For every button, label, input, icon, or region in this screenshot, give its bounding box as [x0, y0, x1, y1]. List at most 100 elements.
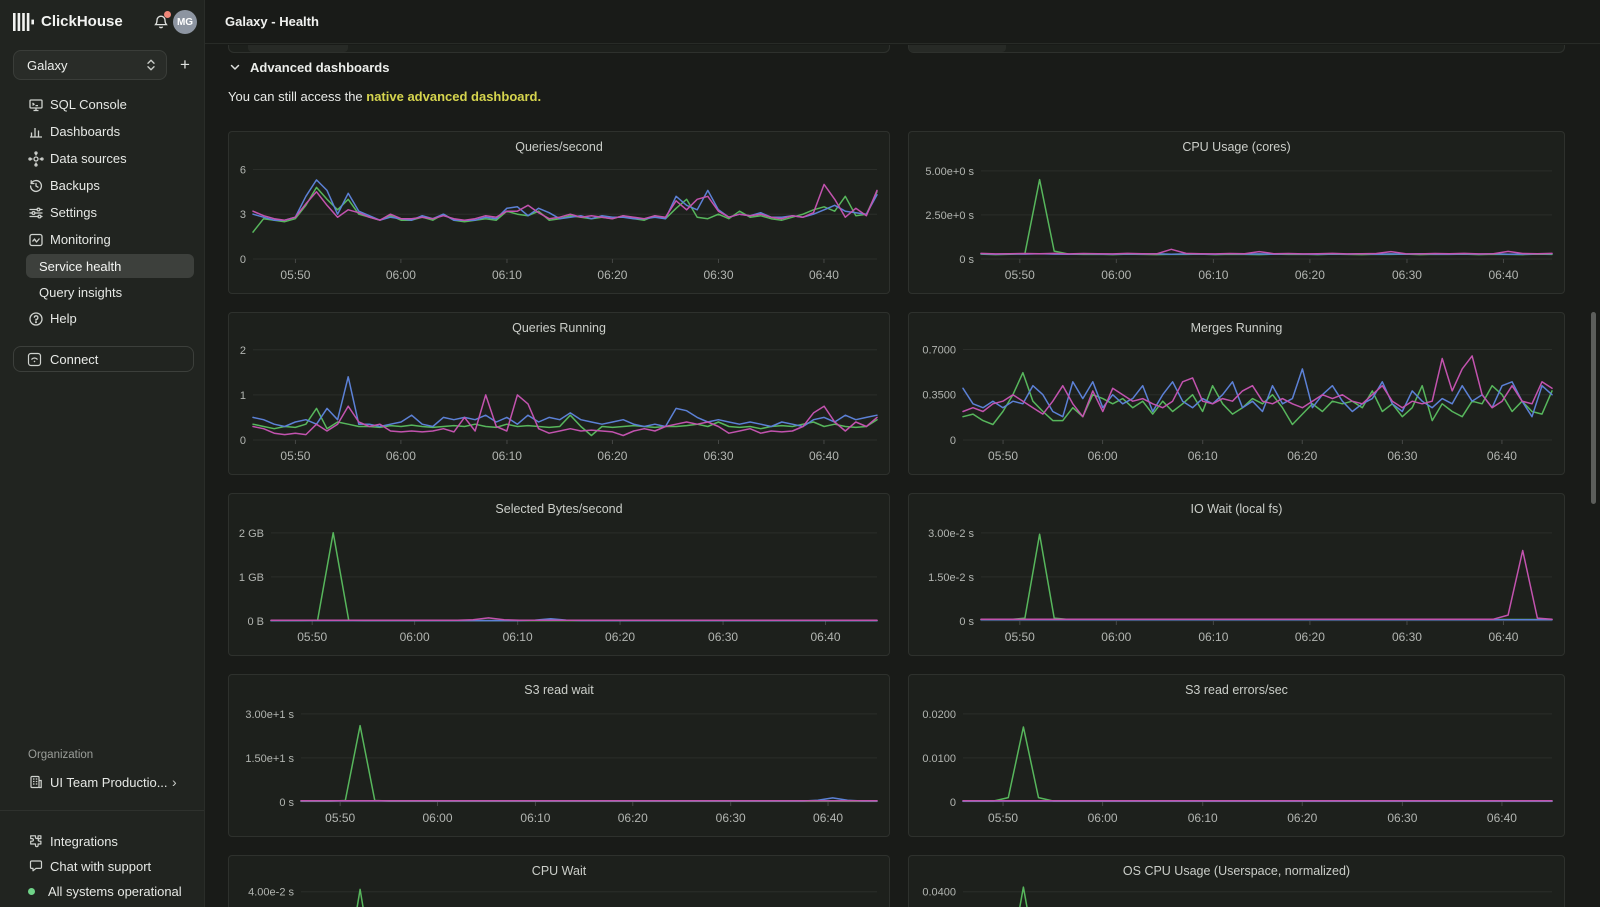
svg-text:06:20: 06:20 [1295, 268, 1325, 282]
svg-text:06:10: 06:10 [492, 449, 522, 463]
svg-text:2: 2 [240, 345, 246, 357]
organization-section-label: Organization [28, 749, 94, 761]
sidebar-item-label: Query insights [39, 284, 123, 300]
svg-text:1.50e-2 s: 1.50e-2 s [928, 572, 974, 584]
svg-text:05:50: 05:50 [988, 811, 1018, 825]
sidebar-item-query-insights[interactable]: Query insights [0, 279, 204, 305]
sql-console-icon [28, 97, 44, 113]
svg-text:3.00e-2 s: 3.00e-2 s [928, 528, 974, 540]
notifications-bell-icon[interactable] [152, 11, 171, 31]
chart-title: Selected Bytes/second [495, 502, 623, 516]
svg-text:0.7000: 0.7000 [922, 344, 956, 356]
system-status[interactable]: All systems operational [0, 879, 204, 903]
svg-text:06:20: 06:20 [1295, 630, 1325, 644]
cutoff-tab [909, 45, 1006, 52]
sidebar-item-help[interactable]: Help [0, 305, 204, 332]
sidebar-item-monitoring[interactable]: Monitoring [0, 226, 204, 253]
svg-text:0.0100: 0.0100 [922, 753, 956, 765]
svg-text:05:50: 05:50 [1005, 268, 1035, 282]
brand-name[interactable]: ClickHouse [41, 13, 123, 30]
sidebar-item-label: Data sources [50, 151, 127, 166]
svg-text:06:30: 06:30 [1387, 449, 1417, 463]
svg-text:06:10: 06:10 [503, 630, 533, 644]
chart-plot-area[interactable]: 0 s 2.50e+0 s 5.00e+0 s 05:50 06:00 06:10 06:2… [909, 132, 1564, 293]
svg-text:06:30: 06:30 [703, 449, 733, 463]
advanced-dashboards-toggle[interactable]: Advanced dashboards [228, 58, 389, 76]
svg-text:06:30: 06:30 [708, 630, 738, 644]
monitoring-icon [28, 232, 44, 248]
sidebar-item-label: Integrations [50, 833, 118, 849]
sidebar-item-sql-console[interactable]: SQL Console [0, 91, 204, 118]
sidebar-item-chat-support[interactable]: Chat with support [0, 854, 204, 878]
clickhouse-logo-icon[interactable] [13, 13, 37, 31]
svg-text:0 s: 0 s [279, 797, 294, 809]
chart-plot-area[interactable]: 0 s 1.50e-2 s 3.00e-2 s 05:50 06:00 06:10 06:2… [909, 494, 1564, 655]
svg-text:06:40: 06:40 [813, 811, 843, 825]
sidebar-item-dashboards[interactable]: Dashboards [0, 118, 204, 145]
connect-button[interactable]: Connect [13, 346, 194, 372]
sidebar-item-settings[interactable]: Settings [0, 199, 204, 226]
chart-plot-area[interactable]: 0 0.3500 0.7000 05:50 06:00 06:10 06:20 06:30 06… [909, 313, 1564, 474]
sidebar-item-integrations[interactable]: Integrations [0, 829, 204, 853]
svg-text:06:30: 06:30 [1392, 630, 1422, 644]
svg-text:06:20: 06:20 [597, 449, 627, 463]
cutoff-tab [248, 45, 348, 52]
chart-s3-read-wait: S3 read wait 0 s 1.50e+1 s 3.00e+1 s 05:50 0… [228, 674, 890, 837]
svg-text:3.00e+1 s: 3.00e+1 s [245, 709, 294, 721]
service-selector[interactable]: Galaxy [13, 50, 167, 80]
chart-title: S3 read errors/sec [1185, 683, 1288, 697]
svg-text:06:10: 06:10 [1188, 811, 1218, 825]
sidebar-item-service-health[interactable]: Service health [26, 254, 194, 278]
sidebar-item-data-sources[interactable]: Data sources [0, 145, 204, 172]
svg-text:06:00: 06:00 [386, 449, 416, 463]
svg-text:0: 0 [950, 435, 956, 447]
svg-text:2 GB: 2 GB [239, 528, 264, 540]
svg-text:06:30: 06:30 [716, 811, 746, 825]
chart-queries-running: Queries Running 0 1 2 05:50 06:00 06:10 06:20 0… [228, 312, 890, 475]
svg-text:05:50: 05:50 [280, 268, 310, 282]
chart-plot-area[interactable]: 0 B 1 GB 2 GB 05:50 06:00 06:10 06:20 06:30 06:4… [229, 494, 889, 655]
chat-icon [28, 858, 44, 874]
chevron-right-icon: › [172, 774, 177, 790]
svg-text:0.0400: 0.0400 [922, 887, 956, 899]
user-avatar[interactable]: MG [173, 10, 197, 34]
status-label: All systems operational [48, 883, 182, 899]
cutoff-card-remnant-left [228, 45, 890, 53]
organization-switcher[interactable]: UI Team Productio... › [0, 770, 204, 794]
integrations-icon [28, 833, 44, 849]
main-area: Galaxy - Health Advanced dashboards You … [205, 0, 1600, 907]
chart-title: Queries Running [512, 321, 606, 335]
svg-text:05:50: 05:50 [325, 811, 355, 825]
svg-text:06:00: 06:00 [1088, 449, 1118, 463]
notification-badge [164, 11, 171, 18]
data-sources-icon [28, 150, 44, 167]
svg-text:06:40: 06:40 [1487, 449, 1517, 463]
svg-text:06:00: 06:00 [386, 268, 416, 282]
add-service-button[interactable]: + [174, 54, 196, 76]
svg-text:0: 0 [950, 797, 956, 809]
advanced-dashboard-note: You can still access the native advanced… [228, 89, 541, 104]
scrollbar[interactable] [1591, 312, 1596, 504]
sidebar-nav: SQL Console Dashboards Data sources Back… [0, 91, 204, 332]
svg-text:06:10: 06:10 [492, 268, 522, 282]
chart-plot-area[interactable]: 0 1 2 05:50 06:00 06:10 06:20 06:30 06:40 [229, 313, 889, 474]
chart-plot-area[interactable]: 0 s 1.50e+1 s 3.00e+1 s 05:50 06:00 06:10 06:2… [229, 675, 889, 836]
settings-icon [28, 205, 44, 221]
dashboard-content: Advanced dashboards You can still access… [205, 44, 1600, 907]
svg-text:06:00: 06:00 [1088, 811, 1118, 825]
sidebar-item-label: Service health [39, 258, 122, 274]
svg-text:06:30: 06:30 [1387, 811, 1417, 825]
chart-selected-bytes-per-second: Selected Bytes/second 0 B 1 GB 2 GB 05:50 06… [228, 493, 890, 656]
svg-text:06:00: 06:00 [1101, 268, 1131, 282]
chart-plot-area[interactable]: 0 0.0100 0.0200 05:50 06:00 06:10 06:20 06:30 06… [909, 675, 1564, 836]
svg-text:06:10: 06:10 [1198, 268, 1228, 282]
chart-cpu-wait: CPU Wait 4.00e-2 s05:5006:0006:1006:2006… [228, 855, 890, 907]
sidebar-item-backups[interactable]: Backups [0, 172, 204, 199]
chart-plot-area[interactable]: 0 3 6 05:50 06:00 06:10 06:20 06:30 06:40 [229, 132, 889, 293]
svg-text:06:30: 06:30 [1392, 268, 1422, 282]
dashboards-icon [28, 124, 44, 140]
native-dashboard-link[interactable]: native advanced dashboard. [366, 89, 542, 104]
